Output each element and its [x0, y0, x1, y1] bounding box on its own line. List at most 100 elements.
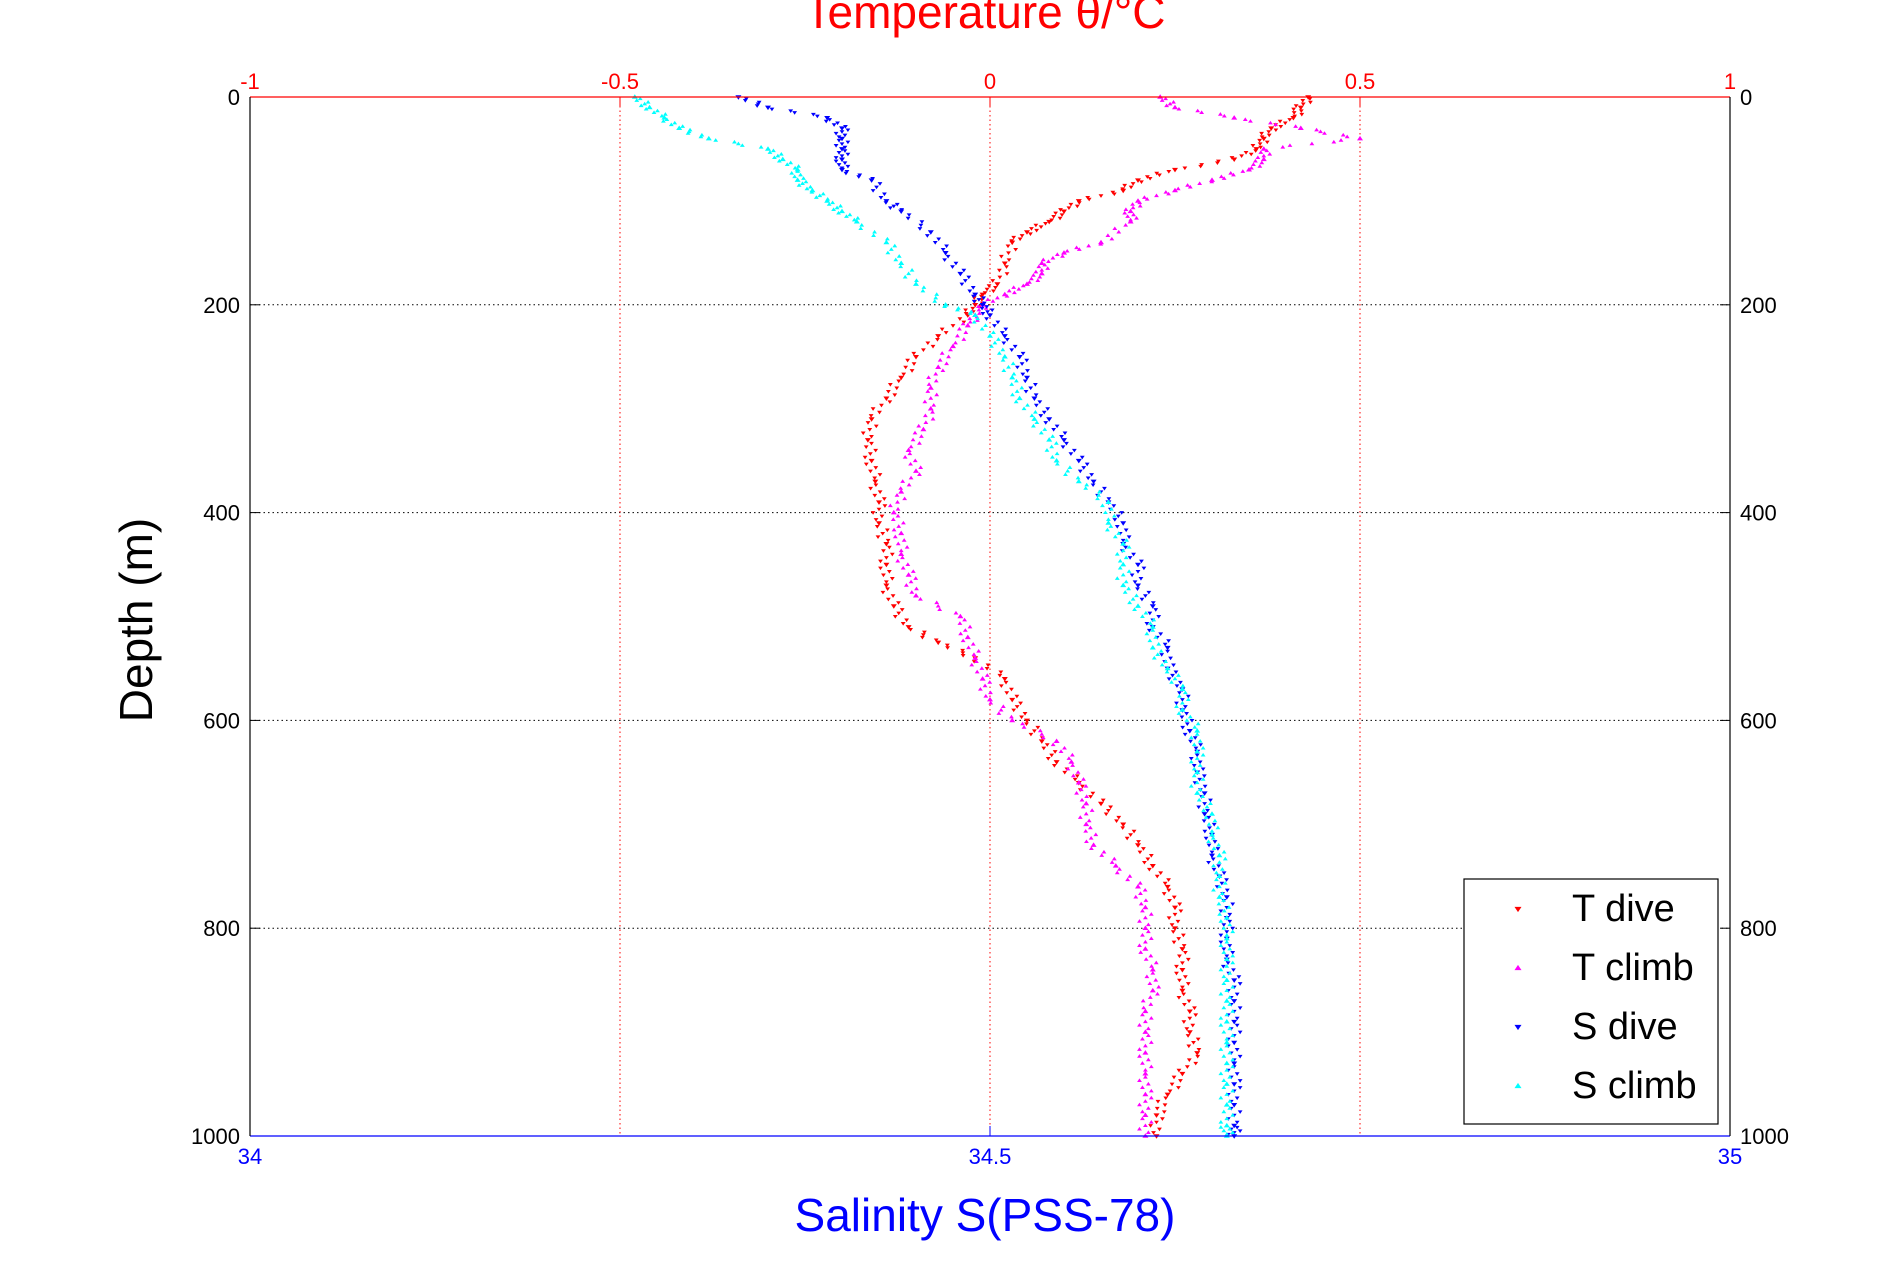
data-point-interp — [1123, 222, 1129, 227]
data-point-interp — [1029, 276, 1034, 281]
data-point-interp — [1109, 860, 1115, 864]
data-point — [1053, 738, 1060, 743]
data-point-interp — [992, 324, 997, 328]
data-point — [1105, 520, 1112, 525]
data-point-interp — [1024, 722, 1029, 727]
data-point-interp — [1243, 150, 1249, 155]
data-point-interp — [1298, 109, 1304, 114]
data-point — [839, 208, 845, 214]
data-point-interp — [1018, 701, 1023, 706]
data-point-interp — [1147, 638, 1153, 643]
data-point-interp — [1112, 534, 1118, 539]
data-point-interp — [1146, 628, 1152, 633]
data-point-interp — [962, 279, 968, 283]
data-point-interp — [937, 607, 943, 612]
data-point-interp — [1035, 278, 1041, 282]
data-point-interp — [1200, 752, 1206, 757]
x-top-tick-label: -1 — [240, 69, 260, 94]
data-point — [1046, 219, 1053, 225]
data-point — [1061, 209, 1067, 214]
data-point-interp — [989, 344, 994, 348]
data-point — [1172, 926, 1178, 931]
data-point-interp — [664, 117, 670, 121]
data-point-interp — [1224, 939, 1230, 944]
data-point-interp — [842, 161, 848, 165]
data-point-interp — [988, 690, 993, 695]
data-point-interp — [893, 257, 899, 262]
data-point-interp — [1060, 254, 1065, 258]
data-point-interp — [1100, 798, 1106, 803]
data-point-interp — [769, 107, 775, 112]
data-point-interp — [1045, 407, 1051, 411]
data-point-interp — [1037, 274, 1043, 279]
data-point-interp — [842, 133, 848, 138]
data-point-interp — [1072, 777, 1078, 782]
data-point-interp — [1106, 497, 1112, 501]
data-point-interp — [1089, 808, 1095, 812]
data-point-interp — [896, 379, 902, 384]
data-point-interp — [1127, 600, 1133, 605]
data-point-interp — [1195, 1037, 1201, 1042]
x-axis-label: Salinity S(PSS-78) — [795, 1189, 1176, 1241]
data-point — [876, 521, 882, 526]
data-point-interp — [1160, 1117, 1165, 1121]
data-point-interp — [1000, 347, 1006, 352]
data-point-interp — [1009, 714, 1014, 719]
data-point-interp — [1197, 787, 1203, 792]
data-point-interp — [1020, 372, 1026, 377]
data-point-interp — [1143, 1068, 1148, 1072]
data-point — [942, 251, 949, 256]
data-point-interp — [1151, 655, 1157, 660]
data-point-interp — [998, 670, 1004, 675]
data-point-interp — [1181, 1002, 1187, 1007]
data-point-interp — [1169, 923, 1175, 927]
data-point-interp — [1227, 922, 1233, 927]
data-point-interp — [1041, 746, 1047, 751]
data-point-interp — [1201, 808, 1207, 812]
data-point-interp — [1147, 621, 1153, 625]
data-point-interp — [813, 195, 819, 199]
data-point-interp — [817, 193, 823, 198]
data-point-interp — [1087, 825, 1093, 830]
data-point-interp — [971, 294, 976, 299]
data-point-interp — [967, 289, 973, 294]
data-point-interp — [1167, 1089, 1173, 1094]
data-point — [1194, 790, 1201, 795]
data-point-interp — [1236, 975, 1242, 979]
data-point-interp — [1145, 1026, 1151, 1031]
data-point-interp — [1180, 985, 1185, 990]
data-point-interp — [1171, 663, 1176, 668]
data-point-interp — [1177, 954, 1182, 959]
data-point-interp — [1221, 1078, 1227, 1083]
data-point-interp — [877, 182, 883, 186]
data-point-interp — [896, 254, 902, 258]
data-point-interp — [1027, 280, 1032, 284]
data-point — [1231, 999, 1238, 1004]
data-point-interp — [645, 100, 651, 104]
data-point — [987, 333, 993, 338]
data-point-interp — [1148, 1119, 1154, 1124]
data-point-interp — [1231, 968, 1236, 972]
data-point-interp — [1097, 489, 1102, 494]
data-point — [1120, 188, 1127, 194]
data-point-interp — [1003, 327, 1009, 332]
data-point-interp — [870, 189, 876, 193]
data-point-interp — [1084, 839, 1089, 844]
data-point-interp — [1162, 881, 1168, 886]
data-point-interp — [1137, 200, 1143, 205]
data-point-interp — [880, 590, 886, 595]
data-point-interp — [1148, 953, 1154, 958]
data-point-interp — [1259, 160, 1265, 165]
data-point-interp — [970, 642, 976, 646]
data-point — [1127, 208, 1134, 214]
data-point — [1164, 645, 1171, 651]
data-point — [1216, 873, 1223, 879]
data-point-interp — [1116, 531, 1122, 535]
data-point-interp — [1011, 285, 1017, 289]
data-point-interp — [1224, 1012, 1230, 1017]
data-point-interp — [1163, 96, 1169, 101]
data-point — [898, 489, 905, 494]
data-point-interp — [1006, 258, 1012, 262]
y-tick-label-right: 200 — [1740, 293, 1777, 318]
y-tick-label-left: 600 — [203, 708, 240, 733]
